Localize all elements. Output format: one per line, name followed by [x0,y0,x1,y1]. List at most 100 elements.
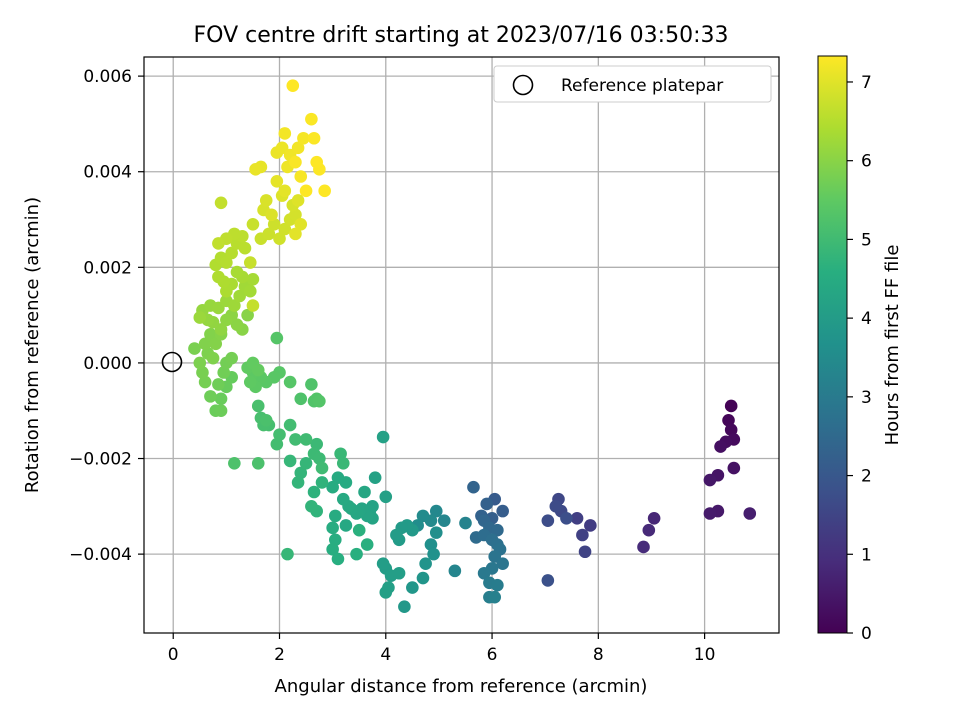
y-tick-label: 0.002 [83,258,132,278]
data-point [642,523,656,537]
data-point [273,428,286,441]
data-point [251,399,265,413]
data-point [214,196,228,210]
x-axis-ticks: 0 2 4 6 8 10 [168,633,716,665]
data-point [714,440,727,453]
data-point [339,519,353,532]
colorbar-ticks: 0 1 2 3 4 5 6 7 [847,73,872,644]
data-point [584,519,597,532]
data-point [206,351,220,365]
data-point [743,507,757,520]
data-point [291,194,305,207]
data-point [251,363,265,377]
x-axis-label: Angular distance from reference (arcmin) [275,676,648,697]
data-point [336,492,350,506]
data-point [703,473,717,487]
grid-lines [144,57,779,633]
data-point [459,516,472,530]
colorbar-tick-label: 3 [861,388,872,408]
data-point [305,378,318,391]
data-point [376,430,390,444]
data-point [305,500,318,513]
data-point [246,299,260,312]
data-point [310,437,323,451]
data-point [270,174,284,188]
legend: Reference platepar [493,65,772,103]
data-point [238,241,252,255]
data-point [307,131,321,145]
data-point [419,557,432,570]
data-point [243,284,257,298]
data-point [225,351,238,365]
y-axis-label: Rotation from reference (arcmin) [22,197,43,493]
data-point [212,378,225,391]
data-point [196,366,209,379]
x-tick-label: 0 [168,645,179,665]
x-tick-label: 10 [694,645,716,665]
x-tick-label: 4 [380,645,391,665]
colorbar-tick-label: 5 [861,230,872,250]
data-point [214,392,228,406]
data-point [241,308,254,322]
data-point [480,497,494,511]
data-point [549,500,563,513]
data-point [188,342,201,355]
data-point [286,79,300,92]
data-point [541,574,555,587]
data-point [467,480,480,494]
data-point [289,227,302,241]
data-point [350,547,363,561]
data-point [278,184,292,198]
legend-marker [512,74,534,96]
data-point [265,208,278,222]
data-point [289,208,302,222]
data-point [328,509,342,523]
data-point [578,545,592,559]
colorbar-label: Hours from first FF file [882,245,903,446]
data-point [228,457,241,470]
plot-frame [143,56,780,634]
data-points [188,79,757,614]
data-point [225,246,238,260]
data-point [315,461,329,475]
data-point [491,578,504,592]
data-point [331,552,345,566]
colorbar-tick-label: 4 [861,309,872,329]
data-point [212,270,225,284]
data-point [278,222,292,236]
chart-title: FOV centre drift starting at 2023/07/16 … [194,23,729,48]
data-point [294,392,308,406]
data-point [228,299,241,312]
data-point [217,366,231,379]
y-tick-label: 0.006 [83,67,132,87]
data-point [310,155,323,169]
data-point [246,218,260,231]
data-point [230,318,244,331]
data-point [270,437,284,451]
data-point [448,564,462,578]
data-point [281,547,294,561]
data-point [283,454,297,468]
data-point [305,112,318,126]
data-point [299,457,313,470]
data-point [724,399,738,413]
data-point [209,337,223,351]
data-point [496,557,509,570]
data-point [233,289,246,303]
colorbar-tick-label: 0 [861,624,872,644]
data-point [291,141,305,155]
colorbar-tick-label: 2 [861,467,872,487]
data-point [299,184,313,198]
data-point [315,476,329,489]
data-point [427,547,440,561]
data-point [297,131,310,145]
data-point [576,528,589,542]
data-point [249,163,262,176]
colorbar: 0 1 2 3 4 5 6 7 Hours from first FF file [817,55,903,644]
data-point [390,528,403,542]
data-point [477,566,491,580]
legend-box [493,65,772,103]
data-point [283,418,297,432]
y-axis-ticks: −0.004 −0.002 0.000 0.002 0.004 0.006 [69,67,144,565]
